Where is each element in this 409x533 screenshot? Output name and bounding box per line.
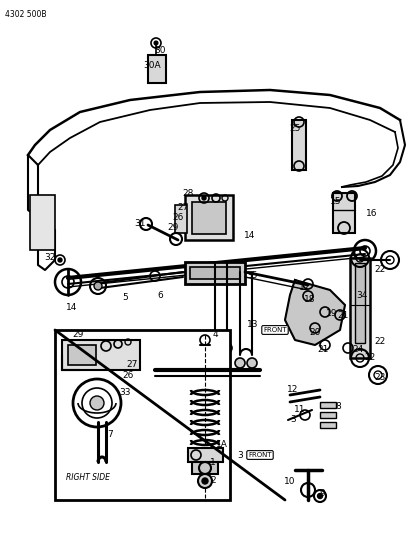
- Circle shape: [234, 358, 245, 368]
- Bar: [319, 422, 335, 428]
- Text: 27: 27: [177, 203, 188, 212]
- Circle shape: [90, 396, 104, 410]
- Text: 28: 28: [182, 190, 193, 198]
- Bar: [62, 340, 139, 370]
- Text: 32: 32: [44, 254, 56, 262]
- Text: 22: 22: [364, 353, 375, 362]
- Text: 34: 34: [355, 292, 367, 301]
- Bar: [188, 448, 222, 462]
- Text: 21: 21: [337, 311, 348, 320]
- Bar: [319, 402, 335, 408]
- Text: 22: 22: [373, 337, 385, 346]
- Text: 3: 3: [290, 416, 295, 424]
- Text: 14: 14: [66, 303, 77, 311]
- Bar: [55, 330, 229, 500]
- Text: 13: 13: [247, 320, 258, 329]
- Bar: [68, 345, 96, 365]
- Text: RIGHT SIDE: RIGHT SIDE: [66, 473, 110, 482]
- Text: FRONT: FRONT: [247, 452, 271, 458]
- Text: FRONT: FRONT: [263, 327, 286, 333]
- Text: 18: 18: [303, 295, 315, 304]
- Text: 31: 31: [134, 219, 145, 228]
- Text: 21: 21: [317, 345, 328, 354]
- Circle shape: [221, 343, 231, 353]
- Text: 26: 26: [172, 214, 183, 222]
- Bar: [175, 205, 187, 233]
- Text: 2: 2: [210, 477, 215, 486]
- Circle shape: [246, 358, 256, 368]
- Text: 16: 16: [365, 208, 377, 217]
- Text: 20: 20: [308, 328, 320, 337]
- Text: 27: 27: [126, 360, 137, 369]
- Text: 1: 1: [210, 458, 216, 467]
- Text: 35: 35: [246, 271, 257, 280]
- Bar: [332, 193, 354, 233]
- Text: 4302 500B: 4302 500B: [5, 10, 46, 19]
- Bar: [191, 202, 225, 234]
- Circle shape: [202, 478, 207, 484]
- Text: 30: 30: [154, 45, 165, 54]
- Text: 29: 29: [72, 330, 83, 340]
- Text: 10: 10: [283, 478, 295, 487]
- Text: 22: 22: [373, 265, 385, 274]
- Bar: [191, 462, 218, 474]
- Text: 3: 3: [236, 451, 242, 461]
- Text: 19: 19: [326, 310, 337, 319]
- Text: 29: 29: [167, 223, 178, 232]
- Text: 25: 25: [289, 124, 300, 133]
- Text: 1A: 1A: [216, 440, 227, 449]
- Text: 7: 7: [107, 431, 112, 440]
- Text: 30A: 30A: [143, 61, 160, 69]
- Bar: [55, 330, 229, 500]
- Text: 17: 17: [299, 284, 310, 293]
- Circle shape: [154, 41, 157, 45]
- Bar: [354, 263, 364, 343]
- Bar: [30, 195, 55, 250]
- Circle shape: [198, 474, 211, 488]
- Text: 9: 9: [318, 489, 324, 498]
- Text: 5: 5: [122, 294, 128, 303]
- Bar: [184, 195, 232, 240]
- Circle shape: [202, 196, 205, 200]
- Circle shape: [58, 258, 62, 262]
- Bar: [148, 55, 166, 83]
- Circle shape: [317, 494, 322, 498]
- Text: 26: 26: [122, 372, 133, 381]
- Text: 15: 15: [329, 198, 341, 206]
- Text: 33: 33: [119, 389, 130, 398]
- Circle shape: [209, 343, 220, 353]
- Text: 12: 12: [287, 385, 298, 394]
- Bar: [291, 120, 305, 170]
- Bar: [184, 262, 245, 284]
- Text: 4: 4: [212, 330, 217, 340]
- Bar: [349, 258, 369, 358]
- Text: 8: 8: [334, 402, 340, 411]
- Text: 6: 6: [157, 292, 162, 301]
- Bar: [319, 412, 335, 418]
- Text: 11: 11: [294, 406, 305, 415]
- Text: 14: 14: [244, 230, 255, 239]
- Text: 24: 24: [351, 345, 363, 354]
- Text: 23: 23: [373, 374, 385, 383]
- Polygon shape: [284, 280, 344, 345]
- Circle shape: [94, 282, 102, 290]
- Bar: [189, 267, 239, 279]
